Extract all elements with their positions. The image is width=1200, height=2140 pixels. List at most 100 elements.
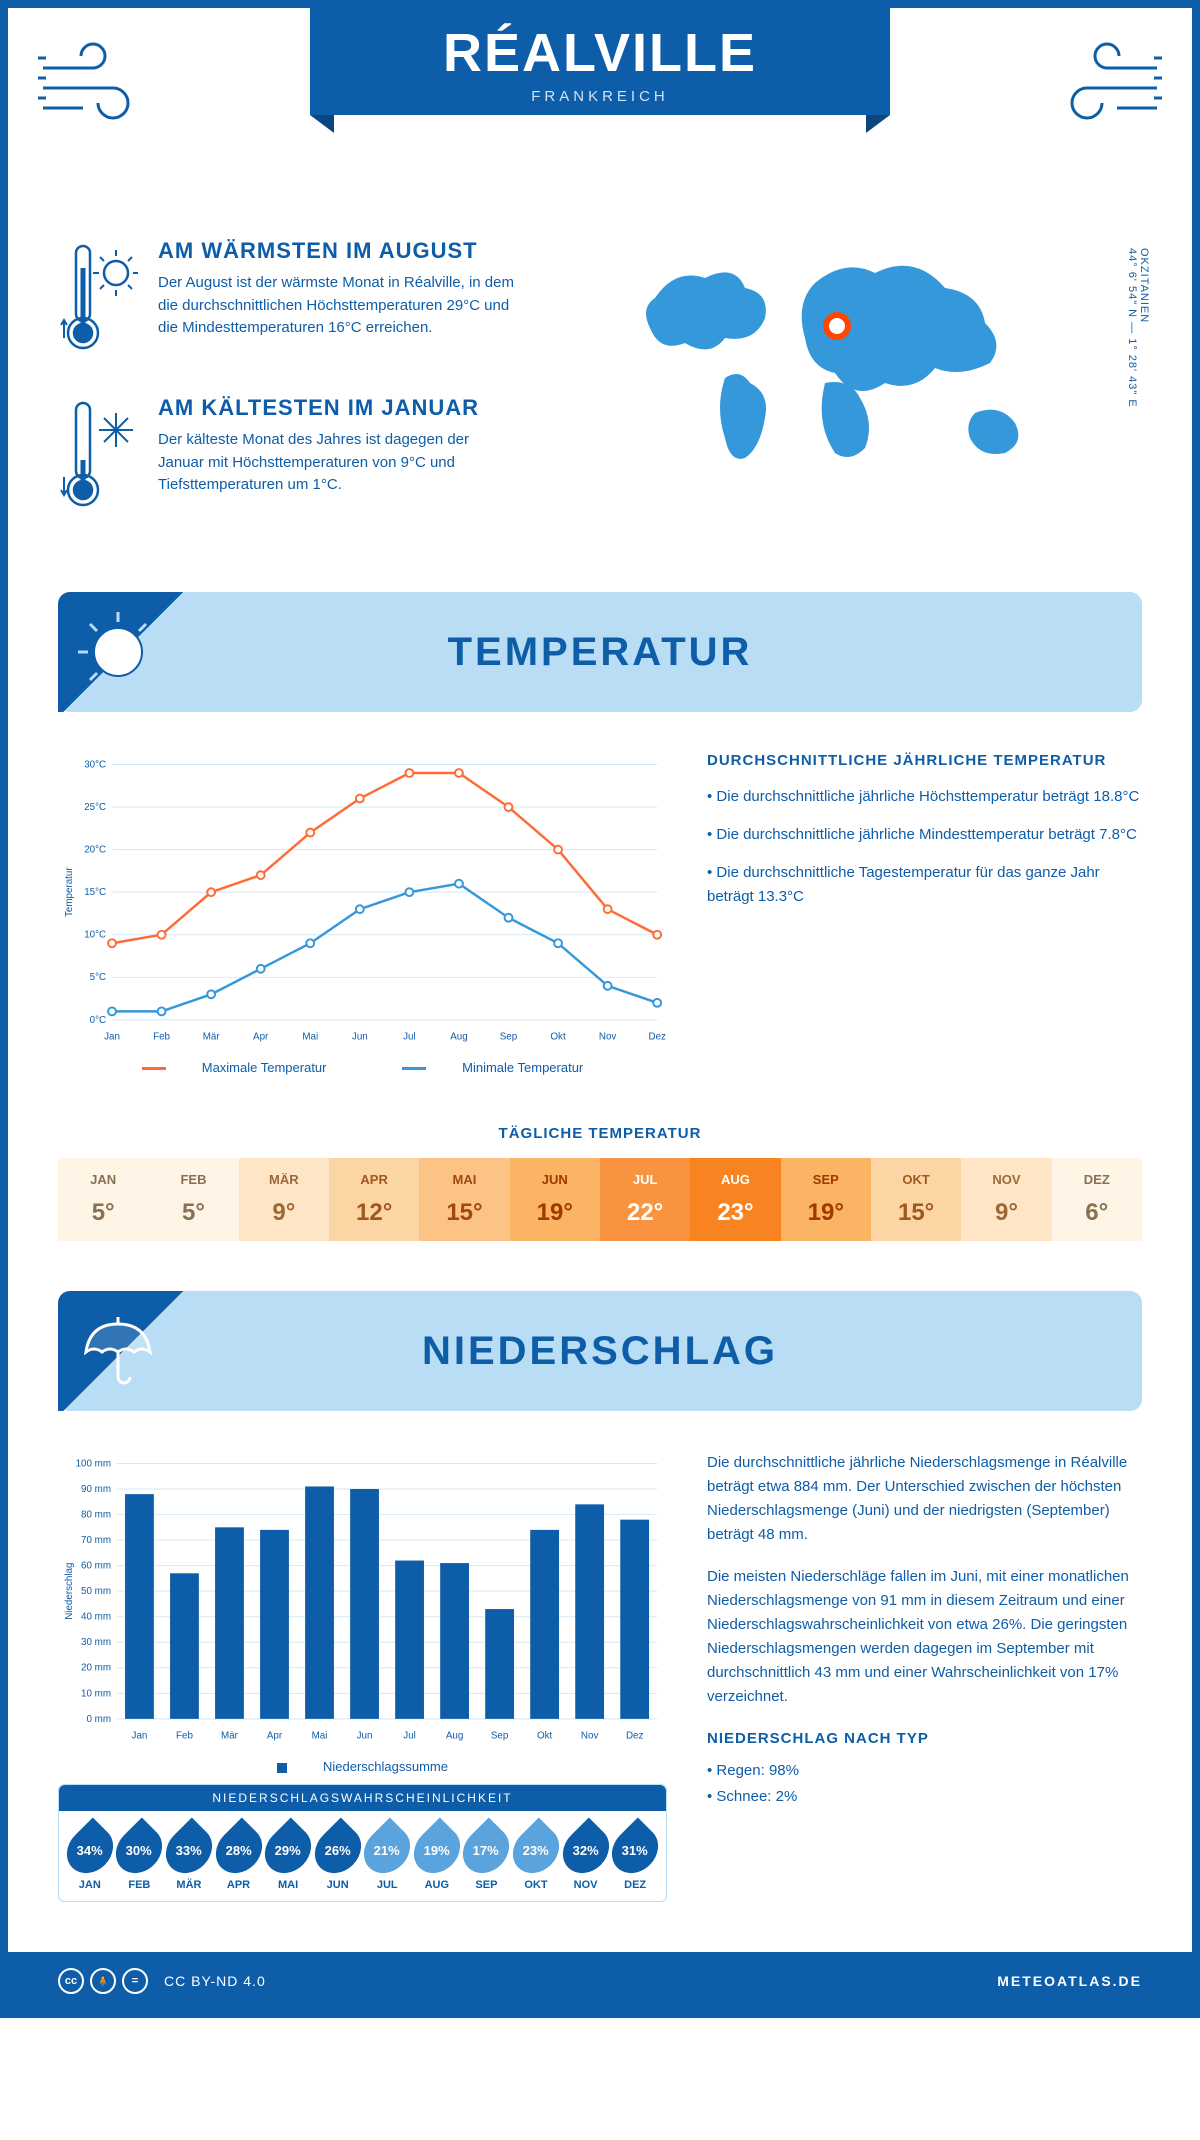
svg-text:90 mm: 90 mm: [81, 1484, 111, 1495]
precipitation-chart-column: 0 mm10 mm20 mm30 mm40 mm50 mm60 mm70 mm8…: [58, 1451, 667, 1932]
svg-text:Aug: Aug: [450, 1032, 467, 1043]
site-name: METEOATLAS.DE: [997, 1973, 1142, 1989]
probability-drop: 21%JUL: [366, 1825, 408, 1891]
thermometer-cold-icon: [58, 395, 138, 520]
probability-drop: 17%SEP: [465, 1825, 507, 1891]
probability-drop: 29%MAI: [267, 1825, 309, 1891]
svg-text:Feb: Feb: [176, 1731, 193, 1742]
svg-text:Feb: Feb: [153, 1032, 170, 1043]
page-container: RÉALVILLE FRANKREICH AM WÄRMSTEN IM AUGU…: [0, 0, 1200, 2018]
wind-icon-left: [38, 38, 148, 133]
svg-text:60 mm: 60 mm: [81, 1561, 111, 1572]
temp-cell: AUG23°: [690, 1158, 780, 1241]
svg-text:0 mm: 0 mm: [87, 1714, 112, 1725]
world-map: OKZITANIEN 44° 6' 54" N — 1° 28' 43" E: [615, 238, 1142, 552]
temp-cell: JAN5°: [58, 1158, 148, 1241]
legend-max-label: Maximale Temperatur: [202, 1060, 327, 1075]
nd-icon: =: [122, 1968, 148, 1994]
temp-cell: SEP19°: [781, 1158, 871, 1241]
temperature-legend: Maximale Temperatur Minimale Temperatur: [58, 1060, 667, 1075]
svg-text:Niederschlag: Niederschlag: [64, 1563, 75, 1620]
svg-text:Apr: Apr: [253, 1032, 269, 1043]
svg-text:Jan: Jan: [132, 1731, 148, 1742]
precip-legend-label: Niederschlagssumme: [323, 1759, 448, 1774]
cc-icon: cc: [58, 1968, 84, 1994]
probability-drop: 30%FEB: [118, 1825, 160, 1891]
probability-drop: 32%NOV: [565, 1825, 607, 1891]
title-banner: RÉALVILLE FRANKREICH: [310, 8, 890, 115]
svg-text:Nov: Nov: [599, 1032, 617, 1043]
precipitation-bar-chart: 0 mm10 mm20 mm30 mm40 mm50 mm60 mm70 mm8…: [58, 1451, 667, 1751]
svg-text:10°C: 10°C: [84, 930, 106, 941]
info-row: AM WÄRMSTEN IM AUGUST Der August ist der…: [8, 208, 1192, 592]
svg-text:5°C: 5°C: [90, 972, 106, 983]
thermometer-hot-icon: [58, 238, 138, 363]
license-block: cc 🧍 = CC BY-ND 4.0: [58, 1968, 266, 1994]
precipitation-text: Die durchschnittliche jährliche Niedersc…: [707, 1451, 1142, 1932]
warmest-block: AM WÄRMSTEN IM AUGUST Der August ist der…: [58, 238, 585, 363]
svg-text:Jul: Jul: [403, 1032, 416, 1043]
temp-cell: APR12°: [329, 1158, 419, 1241]
precip-type-1: • Regen: 98%: [707, 1759, 1142, 1783]
legend-min-label: Minimale Temperatur: [462, 1060, 583, 1075]
fact-3: • Die durchschnittliche Tagestemperatur …: [707, 861, 1142, 909]
svg-text:Okt: Okt: [550, 1032, 566, 1043]
svg-text:Jan: Jan: [104, 1032, 120, 1043]
svg-text:Jun: Jun: [357, 1731, 373, 1742]
temperature-line-chart: 0°C5°C10°C15°C20°C25°C30°CJanFebMärAprMa…: [58, 752, 667, 1052]
precipitation-body: 0 mm10 mm20 mm30 mm40 mm50 mm60 mm70 mm8…: [8, 1411, 1192, 1952]
precipitation-title: NIEDERSCHLAG: [422, 1329, 778, 1374]
svg-text:Dez: Dez: [626, 1731, 644, 1742]
svg-text:20 mm: 20 mm: [81, 1663, 111, 1674]
daily-temp-title: TÄGLICHE TEMPERATUR: [8, 1125, 1192, 1142]
svg-text:Sep: Sep: [491, 1731, 509, 1742]
svg-text:Nov: Nov: [581, 1731, 599, 1742]
precipitation-legend: Niederschlagssumme: [58, 1759, 667, 1774]
temp-cell: MÄR9°: [239, 1158, 329, 1241]
coordinates: OKZITANIEN 44° 6' 54" N — 1° 28' 43" E: [1126, 248, 1150, 408]
fact-1: • Die durchschnittliche jährliche Höchst…: [707, 785, 1142, 809]
svg-text:Aug: Aug: [446, 1731, 463, 1742]
by-icon: 🧍: [90, 1968, 116, 1994]
info-text-column: AM WÄRMSTEN IM AUGUST Der August ist der…: [58, 238, 585, 552]
wind-icon-right: [1052, 38, 1162, 133]
prob-title: NIEDERSCHLAGSWAHRSCHEINLICHKEIT: [59, 1785, 666, 1811]
fact-2: • Die durchschnittliche jährliche Mindes…: [707, 823, 1142, 847]
warmest-text: Der August ist der wärmste Monat in Réal…: [158, 272, 518, 340]
coords-label: 44° 6' 54" N — 1° 28' 43" E: [1126, 248, 1138, 408]
precip-para-2: Die meisten Niederschläge fallen im Juni…: [707, 1565, 1142, 1709]
svg-text:Mär: Mär: [203, 1032, 221, 1043]
svg-text:Jun: Jun: [352, 1032, 368, 1043]
daily-temperature-strip: JAN5°FEB5°MÄR9°APR12°MAI15°JUN19°JUL22°A…: [58, 1158, 1142, 1241]
svg-text:20°C: 20°C: [84, 845, 106, 856]
temp-cell: FEB5°: [148, 1158, 238, 1241]
svg-text:0°C: 0°C: [90, 1015, 106, 1026]
probability-drop: 33%MÄR: [168, 1825, 210, 1891]
svg-text:Temperatur: Temperatur: [64, 867, 75, 917]
temperature-chart-column: 0°C5°C10°C15°C20°C25°C30°CJanFebMärAprMa…: [58, 752, 667, 1075]
svg-text:Mai: Mai: [302, 1032, 318, 1043]
precip-para-1: Die durchschnittliche jährliche Niedersc…: [707, 1451, 1142, 1547]
temp-cell: JUL22°: [600, 1158, 690, 1241]
svg-text:Apr: Apr: [267, 1731, 283, 1742]
probability-drop: 28%APR: [218, 1825, 260, 1891]
coldest-text: Der kälteste Monat des Jahres ist dagege…: [158, 429, 518, 497]
temp-cell: DEZ6°: [1052, 1158, 1142, 1241]
footer: cc 🧍 = CC BY-ND 4.0 METEOATLAS.DE: [8, 1952, 1192, 2010]
svg-text:100 mm: 100 mm: [76, 1458, 111, 1469]
precip-type-2: • Schnee: 2%: [707, 1785, 1142, 1809]
temperature-body: 0°C5°C10°C15°C20°C25°C30°CJanFebMärAprMa…: [8, 712, 1192, 1095]
temperature-section-header: TEMPERATUR: [58, 592, 1142, 712]
probability-drop: 23%OKT: [515, 1825, 557, 1891]
probability-drop: 19%AUG: [416, 1825, 458, 1891]
svg-text:Dez: Dez: [648, 1032, 666, 1043]
svg-text:Sep: Sep: [500, 1032, 518, 1043]
svg-text:Mär: Mär: [221, 1731, 239, 1742]
temp-cell: MAI15°: [419, 1158, 509, 1241]
temp-cell: OKT15°: [871, 1158, 961, 1241]
temperature-facts: DURCHSCHNITTLICHE JÄHRLICHE TEMPERATUR •…: [707, 752, 1142, 1075]
svg-text:70 mm: 70 mm: [81, 1535, 111, 1546]
probability-drop: 34%JAN: [69, 1825, 111, 1891]
coldest-title: AM KÄLTESTEN IM JANUAR: [158, 395, 518, 421]
svg-text:40 mm: 40 mm: [81, 1612, 111, 1623]
